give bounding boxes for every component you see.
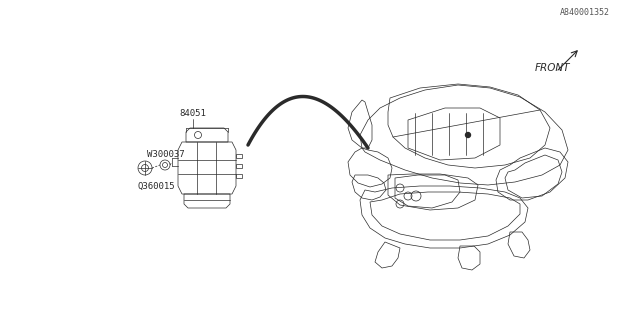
Text: A840001352: A840001352 [560,8,610,17]
Circle shape [465,132,470,138]
Text: W300037: W300037 [147,150,184,159]
Text: Q360015: Q360015 [137,182,175,191]
Text: FRONT: FRONT [534,63,570,73]
Text: 84051: 84051 [180,109,207,118]
